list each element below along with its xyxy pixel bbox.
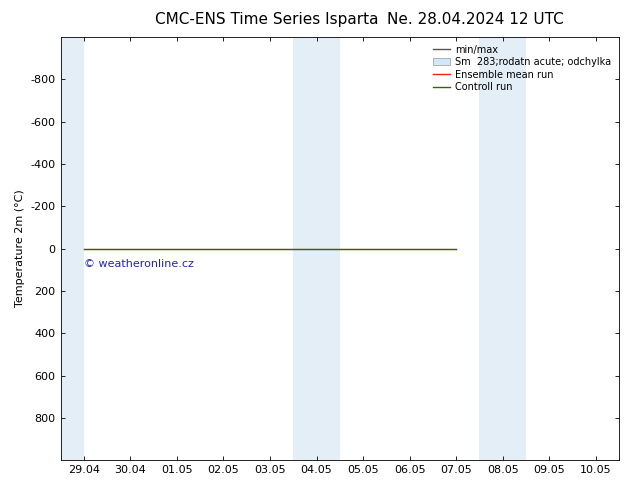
Text: Ne. 28.04.2024 12 UTC: Ne. 28.04.2024 12 UTC (387, 12, 564, 27)
Bar (294, 37, 316, 460)
Bar (503, 37, 526, 460)
Bar (479, 37, 503, 460)
Bar (60, 37, 84, 460)
Text: CMC-ENS Time Series Isparta: CMC-ENS Time Series Isparta (155, 12, 378, 27)
Legend: min/max, Sm  283;rodatn acute; odchylka, Ensemble mean run, Controll run: min/max, Sm 283;rodatn acute; odchylka, … (430, 42, 614, 95)
Y-axis label: Temperature 2m (°C): Temperature 2m (°C) (15, 190, 25, 307)
Text: © weatheronline.cz: © weatheronline.cz (84, 259, 194, 269)
Bar (316, 37, 340, 460)
